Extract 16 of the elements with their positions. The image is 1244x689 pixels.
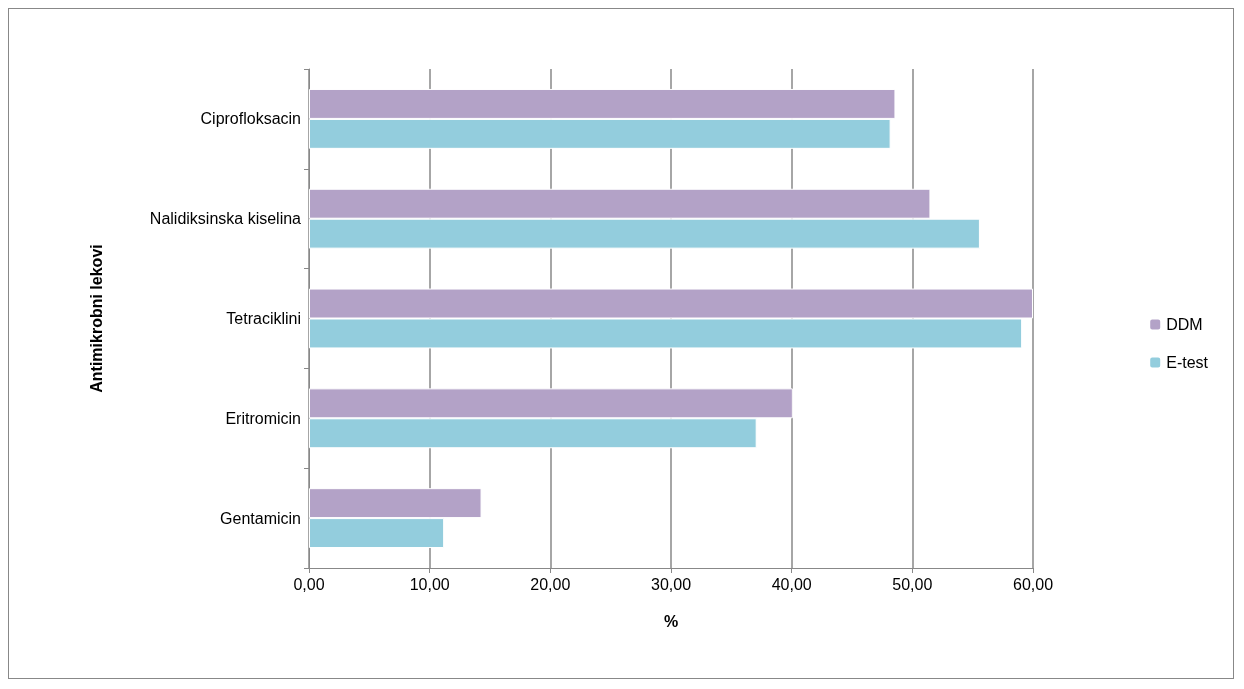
x-tick-label: 0,00 — [293, 575, 325, 593]
x-tick-label: 40,00 — [771, 575, 812, 593]
x-tick-label: 30,00 — [650, 575, 692, 593]
x-tick-label: 10,00 — [409, 575, 450, 593]
y-tick-label: Eritromicin — [225, 409, 301, 427]
x-tick-label: 60,00 — [1012, 575, 1054, 593]
x-tick-label: 20,00 — [530, 575, 571, 593]
legend-label: DDM — [1166, 316, 1203, 333]
x-tick-label: 50,00 — [892, 575, 933, 593]
legend-label: E-test — [1166, 354, 1209, 371]
x-axis-title: % — [663, 612, 679, 630]
y-tick-label: Gentamicin — [220, 509, 301, 527]
y-axis-title: Antimikrobni lekovi — [87, 244, 105, 393]
y-tick-label: Ciprofloksacin — [200, 110, 301, 128]
y-tick-label: Nalidiksinska kiselina — [149, 210, 302, 228]
y-tick-label: Tetraciklini — [226, 310, 301, 327]
